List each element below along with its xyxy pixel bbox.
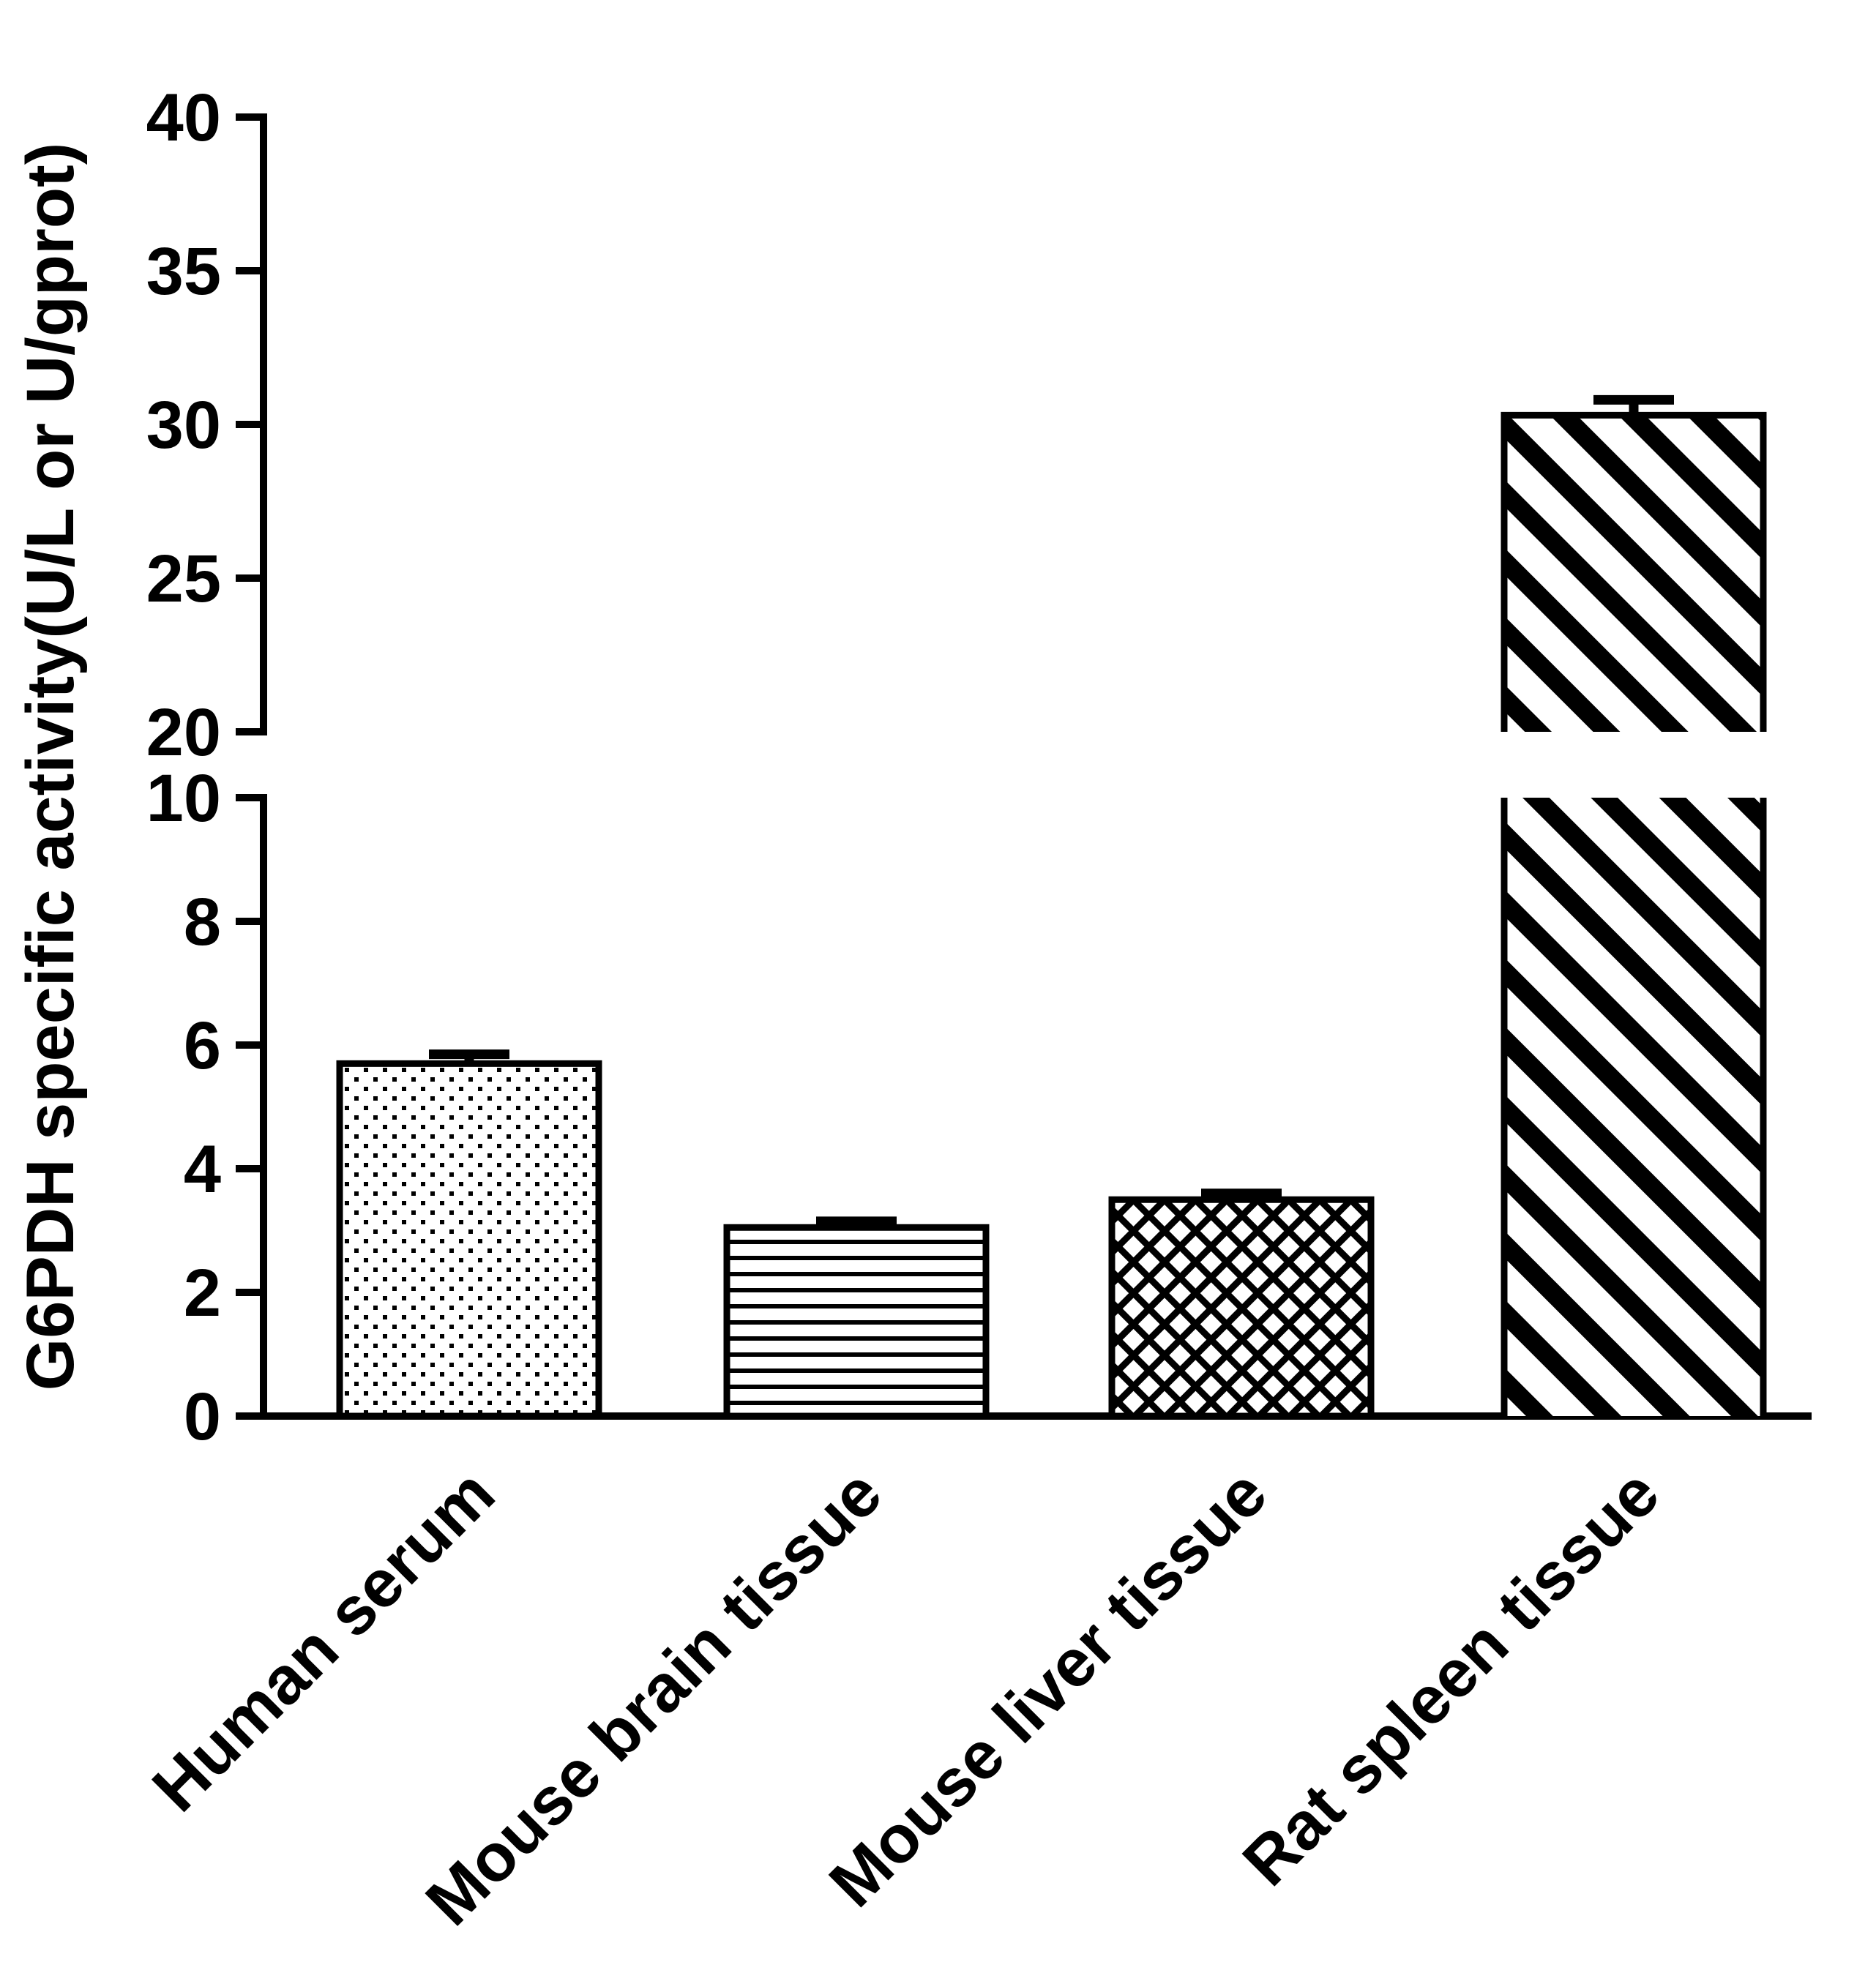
- y-tick-label: 2: [184, 1256, 221, 1330]
- y-tick-label: 35: [146, 234, 221, 309]
- bar-human-serum: [336, 1049, 602, 1420]
- y-axis-ticks: [236, 113, 264, 1420]
- bar-mouse-liver-tissue: [1108, 1188, 1375, 1420]
- bar-rect: [1108, 1196, 1375, 1420]
- category-label: Mouse liver tissue: [815, 1456, 1281, 1921]
- error-bar: [1201, 1188, 1282, 1200]
- bar-rat-spleen-tissue: [1501, 394, 1767, 1416]
- y-axis-title: G6PDH specific activity(U/L or U/gprot): [13, 143, 88, 1391]
- category-label: Human serum: [138, 1456, 509, 1826]
- category-label: Rat spleen tissue: [1229, 1456, 1673, 1900]
- bar-mouse-brain-tissue: [723, 1216, 990, 1420]
- y-tick-label: 25: [146, 542, 221, 616]
- y-tick-label: 6: [184, 1008, 221, 1083]
- bar-rect: [336, 1060, 602, 1420]
- error-bar: [429, 1049, 509, 1064]
- bar-rect-lower: [1504, 798, 1763, 1416]
- y-tick-label: 10: [146, 761, 221, 836]
- y-tick-label: 8: [184, 885, 221, 959]
- error-bar: [816, 1216, 897, 1228]
- bar-rect-upper: [1504, 415, 1763, 732]
- y-tick-label: 40: [146, 80, 221, 155]
- bars: [336, 394, 1767, 1420]
- y-tick-label: 4: [184, 1132, 221, 1207]
- bar-rect: [723, 1224, 990, 1420]
- error-bar: [1593, 394, 1674, 416]
- y-tick-label: 20: [146, 695, 221, 770]
- y-tick-label: 30: [146, 388, 221, 463]
- y-tick-label: 0: [184, 1379, 221, 1454]
- bar-border-lower: [1501, 798, 1767, 1416]
